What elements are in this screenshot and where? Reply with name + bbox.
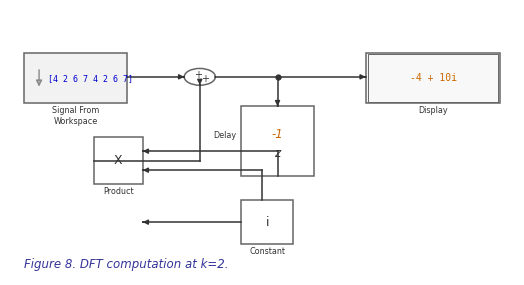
Text: Signal From
Workspace: Signal From Workspace <box>52 106 99 126</box>
Bar <box>93 137 143 184</box>
Text: X: X <box>114 154 123 167</box>
Text: Constant: Constant <box>249 247 285 256</box>
Text: z: z <box>275 147 281 160</box>
Circle shape <box>184 68 215 85</box>
Text: -4 + 10i: -4 + 10i <box>410 73 456 83</box>
Text: +: + <box>201 74 209 84</box>
Text: +: + <box>194 70 202 80</box>
Text: Delay: Delay <box>213 131 236 140</box>
Text: i: i <box>266 216 269 229</box>
Bar <box>241 200 293 245</box>
Text: [4 2 6 7 4 2 6 7]: [4 2 6 7 4 2 6 7] <box>48 74 134 83</box>
Text: Display: Display <box>418 106 448 115</box>
Bar <box>24 53 127 103</box>
Bar <box>241 106 314 176</box>
Text: Figure 8. DFT computation at k=2.: Figure 8. DFT computation at k=2. <box>24 258 228 271</box>
Bar <box>368 54 498 102</box>
Text: Product: Product <box>103 187 134 196</box>
Text: -1: -1 <box>271 128 283 141</box>
Bar <box>366 53 500 103</box>
